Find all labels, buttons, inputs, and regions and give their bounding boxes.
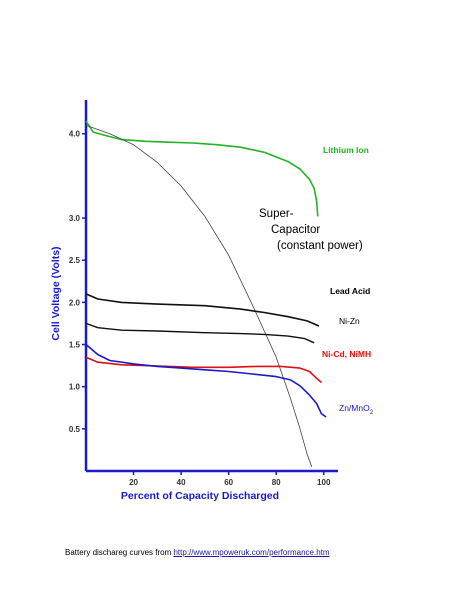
series-label-line: (constant power): [277, 240, 363, 252]
series-label-0: Lithium Ion: [323, 145, 369, 155]
series-label-line: Super-: [259, 208, 294, 220]
series-line-1: [85, 124, 313, 467]
series-label-3: Ni-Zn: [339, 316, 360, 326]
series-line-0: [85, 120, 319, 217]
caption-text: Battery dischareg curves from: [65, 548, 174, 557]
source-link[interactable]: http://www.mpoweruk.com/performance.htm: [173, 548, 330, 557]
x-tick-label: 100: [317, 478, 331, 487]
chart-area: 0.5 1.0 1.5 2.0 2.5 3.0 4.0 20 40 60 80 100 Percent …: [50, 100, 374, 502]
x-tick-label: 40: [177, 478, 186, 487]
y-tick-label: 2.0: [69, 298, 81, 307]
series-label-text: Zn/MnO: [339, 403, 370, 413]
series-label-2: Lead Acid: [330, 286, 370, 296]
series-line-5: [85, 343, 327, 418]
x-tick-label: 80: [272, 478, 281, 487]
series-line-2: [85, 293, 320, 327]
series-label-subscript: 2: [370, 410, 374, 416]
discharge-chart: 0.5 1.0 1.5 2.0 2.5 3.0 4.0 20 40 60 80 100 Percent …: [50, 100, 374, 502]
caption: Battery dischareg curves from http://www…: [65, 548, 330, 557]
y-tick-label: 1.5: [69, 341, 81, 350]
y-tick-label: 1.0: [69, 383, 81, 392]
x-tick-label: 20: [129, 478, 138, 487]
series-label-4: Ni-Cd, NiMH: [322, 349, 371, 359]
series-line-4: [85, 356, 322, 384]
series-label-line: Capacitor: [271, 224, 320, 236]
x-axis-label: Percent of Capacity Discharged: [121, 490, 279, 502]
y-axis-label: Cell Voltage (Volts): [50, 246, 62, 340]
series-line-3: [85, 322, 315, 344]
y-tick-label: 3.0: [69, 214, 81, 223]
y-tick-label: 2.5: [69, 256, 81, 265]
y-tick-label: 4.0: [69, 130, 81, 139]
x-tick-label: 60: [224, 478, 233, 487]
series-label-5: Zn/MnO2: [339, 403, 374, 416]
y-tick-label: 0.5: [69, 425, 81, 434]
series-label-1: Super- Capacitor (constant power): [259, 208, 363, 252]
